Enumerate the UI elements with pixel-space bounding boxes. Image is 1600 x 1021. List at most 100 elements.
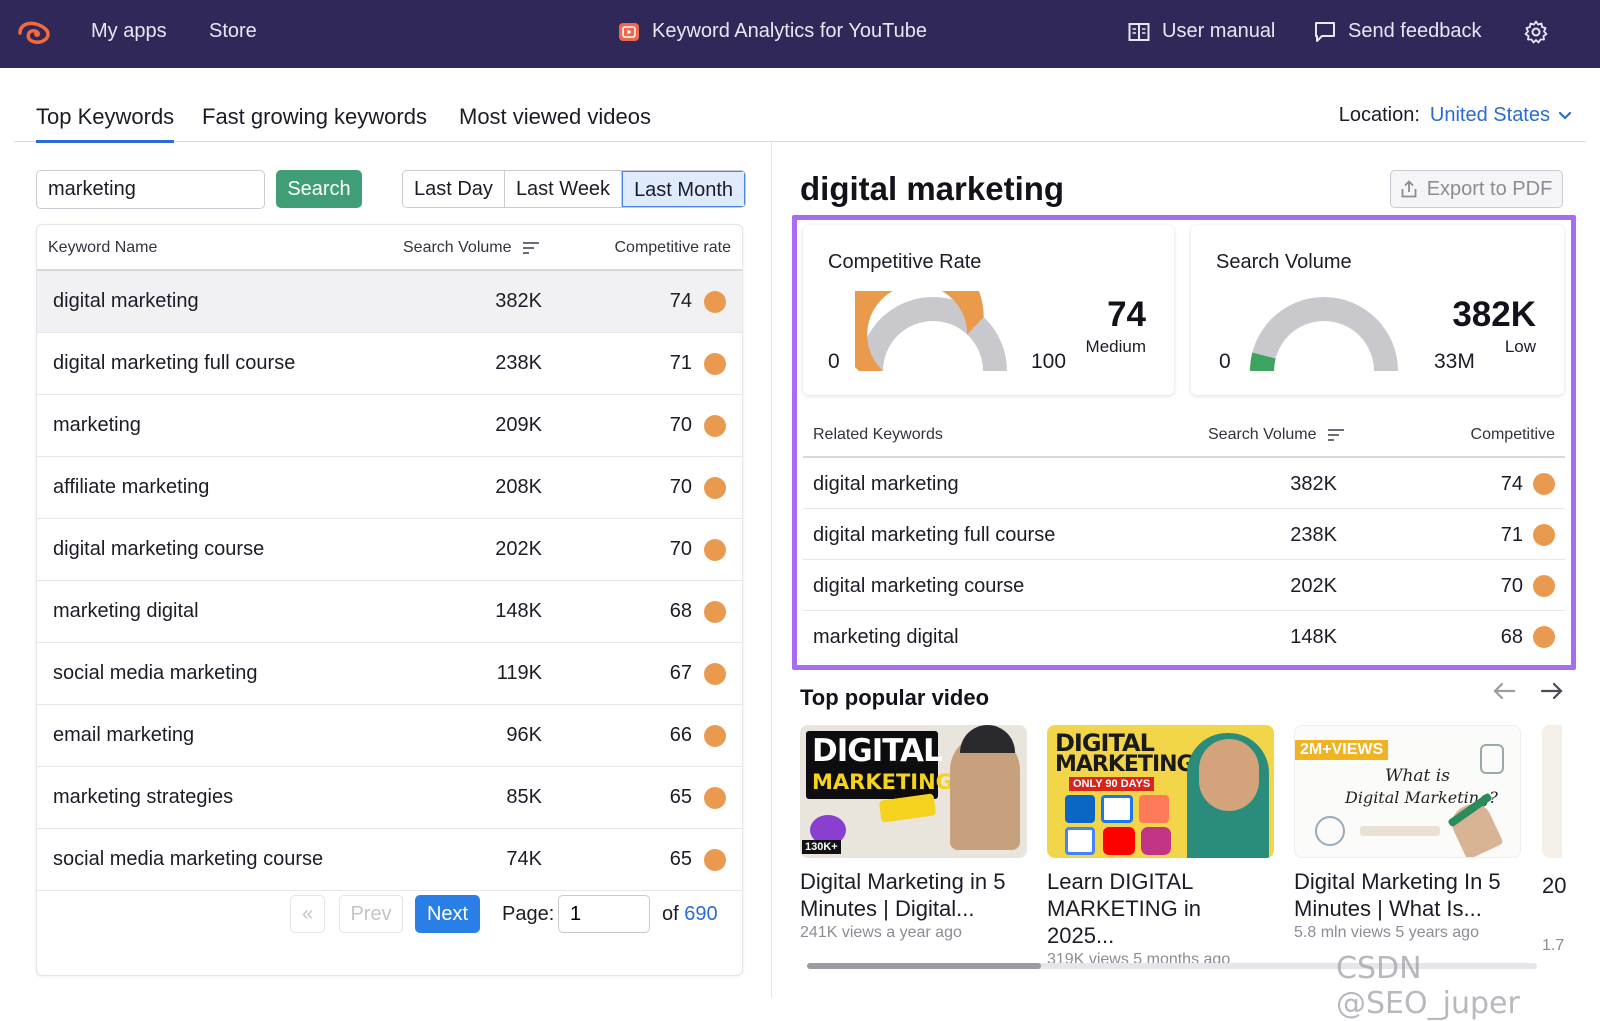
related-keywords-table: Related Keywords Search Volume Competiti… <box>803 410 1565 660</box>
volume-gauge-track <box>1250 297 1398 371</box>
video-title[interactable]: Digital Marketing in 5 Minutes | Digital… <box>800 869 1006 921</box>
header-related-search-volume-label: Search Volume <box>1208 426 1317 443</box>
header-search-volume[interactable]: Search Volume <box>403 239 540 257</box>
table-row[interactable]: social media marketing course 74K 65 <box>37 829 742 891</box>
related-keyword-name[interactable]: marketing digital <box>813 626 959 648</box>
keywords-table: Keyword Name Search Volume Competitive r… <box>36 224 743 976</box>
related-competitive: 71 <box>1500 524 1523 546</box>
competitive-rate: 74 <box>669 290 692 312</box>
search-volume: 148K <box>495 600 542 622</box>
competitive-indicator-icon <box>704 663 726 685</box>
tab-fast-growing-keywords[interactable]: Fast growing keywords <box>202 104 427 129</box>
google-icon <box>1065 827 1095 855</box>
search-button[interactable]: Search <box>276 170 362 208</box>
related-row[interactable]: digital marketing full course 238K 71 <box>803 509 1565 560</box>
range-last-month[interactable]: Last Month <box>622 171 746 207</box>
competitive-indicator-icon <box>704 415 726 437</box>
search-volume: 202K <box>495 538 542 560</box>
range-last-week[interactable]: Last Week <box>504 171 623 207</box>
video-thumbnail[interactable]: DIGITAL MARKETING ONLY 90 DAYS <box>1047 725 1274 858</box>
sort-icon[interactable] <box>522 241 540 255</box>
sort-icon[interactable] <box>1327 428 1345 442</box>
related-row[interactable]: marketing digital 148K 68 <box>803 611 1565 662</box>
keyword-search-input[interactable] <box>36 170 265 209</box>
video-meta-partial: 1.7 <box>1542 937 1565 954</box>
tab-most-viewed-videos[interactable]: Most viewed videos <box>459 104 651 129</box>
competitive-indicator-icon <box>704 291 726 313</box>
first-page-button[interactable]: « <box>290 895 325 933</box>
keyword-name[interactable]: affiliate marketing <box>53 476 210 498</box>
popular-video-title: Top popular video <box>800 685 990 710</box>
table-row[interactable]: marketing strategies 85K 65 <box>37 767 742 829</box>
table-row[interactable]: digital marketing 382K 74 <box>37 271 742 333</box>
send-feedback-link[interactable]: Send feedback <box>1314 20 1481 43</box>
location-selector[interactable]: Location: United States <box>1339 104 1572 127</box>
keyword-name[interactable]: email marketing <box>53 724 195 746</box>
related-keyword-name[interactable]: digital marketing course <box>813 575 1025 597</box>
table-row[interactable]: affiliate marketing 208K 70 <box>37 457 742 519</box>
table-row[interactable]: digital marketing full course 238K 71 <box>37 333 742 395</box>
table-row[interactable]: marketing 209K 70 <box>37 395 742 457</box>
search-volume-gauge <box>1250 297 1398 371</box>
table-row[interactable]: social media marketing 119K 67 <box>37 643 742 705</box>
next-page-button[interactable]: Next <box>415 895 480 933</box>
table-row[interactable]: marketing digital 148K 68 <box>37 581 742 643</box>
related-keyword-name[interactable]: digital marketing full course <box>813 524 1056 546</box>
keyword-detail-title: digital marketing <box>800 170 1065 207</box>
video-card[interactable]: 2M+VIEWS What is Digital Marketing? Digi… <box>1294 725 1521 942</box>
chevron-down-icon[interactable] <box>1558 111 1572 121</box>
keyword-name[interactable]: digital marketing course <box>53 538 265 560</box>
total-pages[interactable]: 690 <box>684 903 718 925</box>
prev-page-button[interactable]: Prev <box>339 895 403 933</box>
keyword-name[interactable]: marketing strategies <box>53 786 234 808</box>
competitive-rate: 65 <box>669 786 692 808</box>
search-volume: 209K <box>495 414 542 436</box>
thumbnail-text: DIGITAL <box>812 733 943 769</box>
video-title[interactable]: Learn DIGITAL MARKETING in 2025... <box>1047 869 1202 948</box>
keyword-name[interactable]: social media marketing <box>53 662 258 684</box>
location-value[interactable]: United States <box>1429 104 1550 126</box>
related-row[interactable]: digital marketing 382K 74 <box>803 458 1565 509</box>
scrollbar-thumb[interactable] <box>807 963 1041 969</box>
competitive-rate-card: Competitive Rate 0 100 74 Medium <box>803 225 1174 395</box>
user-manual-link[interactable]: User manual <box>1128 20 1275 43</box>
video-thumbnail-partial[interactable] <box>1542 725 1562 858</box>
competitive-rate: 66 <box>669 724 692 746</box>
header-related-search-volume[interactable]: Search Volume <box>1208 426 1345 444</box>
related-keyword-name[interactable]: digital marketing <box>813 473 959 495</box>
page-number-input[interactable] <box>558 895 650 933</box>
tab-bar: Top Keywords Fast growing keywords Most … <box>14 96 1586 143</box>
semrush-logo-icon[interactable] <box>16 17 52 49</box>
arrow-left-icon[interactable] <box>1492 682 1516 700</box>
related-search-volume: 382K <box>1290 473 1337 495</box>
tab-top-keywords[interactable]: Top Keywords <box>36 104 175 143</box>
video-title-partial[interactable]: 20 | S <box>1542 873 1572 898</box>
video-card[interactable]: DIGITAL MARKETING 130K+ Digital Marketin… <box>800 725 1027 942</box>
export-pdf-button[interactable]: Export to PDF <box>1390 170 1563 208</box>
nav-store[interactable]: Store <box>209 20 257 42</box>
search-volume: 119K <box>496 662 542 684</box>
keyword-name[interactable]: digital marketing <box>53 290 199 312</box>
keyword-name[interactable]: digital marketing full course <box>53 352 296 374</box>
table-row[interactable]: digital marketing course 202K 70 <box>37 519 742 581</box>
video-card[interactable]: DIGITAL MARKETING ONLY 90 DAYS Learn DIG… <box>1047 725 1274 969</box>
carousel-scrollbar[interactable] <box>807 963 1537 969</box>
thumbnail-badge: ONLY 90 DAYS <box>1069 777 1155 791</box>
video-title[interactable]: Digital Marketing In 5 Minutes | What Is… <box>1294 869 1501 921</box>
keyword-name[interactable]: marketing digital <box>53 600 199 622</box>
table-row[interactable]: email marketing 96K 66 <box>37 705 742 767</box>
range-last-day[interactable]: Last Day <box>403 171 505 207</box>
competitive-indicator-icon <box>1533 473 1555 495</box>
video-thumbnail[interactable]: DIGITAL MARKETING 130K+ <box>800 725 1027 858</box>
related-row[interactable]: digital marketing course 202K 70 <box>803 560 1565 611</box>
video-thumbnail[interactable]: 2M+VIEWS What is Digital Marketing? <box>1294 725 1521 858</box>
search-volume-card: Search Volume 0 33M 382K Low <box>1191 225 1564 395</box>
competitive-level: Medium <box>1085 337 1146 356</box>
search-volume: 238K <box>495 352 542 374</box>
gear-icon[interactable] <box>1524 20 1548 44</box>
of-label: of <box>662 903 679 925</box>
keyword-name[interactable]: marketing <box>53 414 141 436</box>
keyword-name[interactable]: social media marketing course <box>53 848 324 870</box>
arrow-right-icon[interactable] <box>1540 682 1564 700</box>
nav-my-apps[interactable]: My apps <box>91 20 167 42</box>
